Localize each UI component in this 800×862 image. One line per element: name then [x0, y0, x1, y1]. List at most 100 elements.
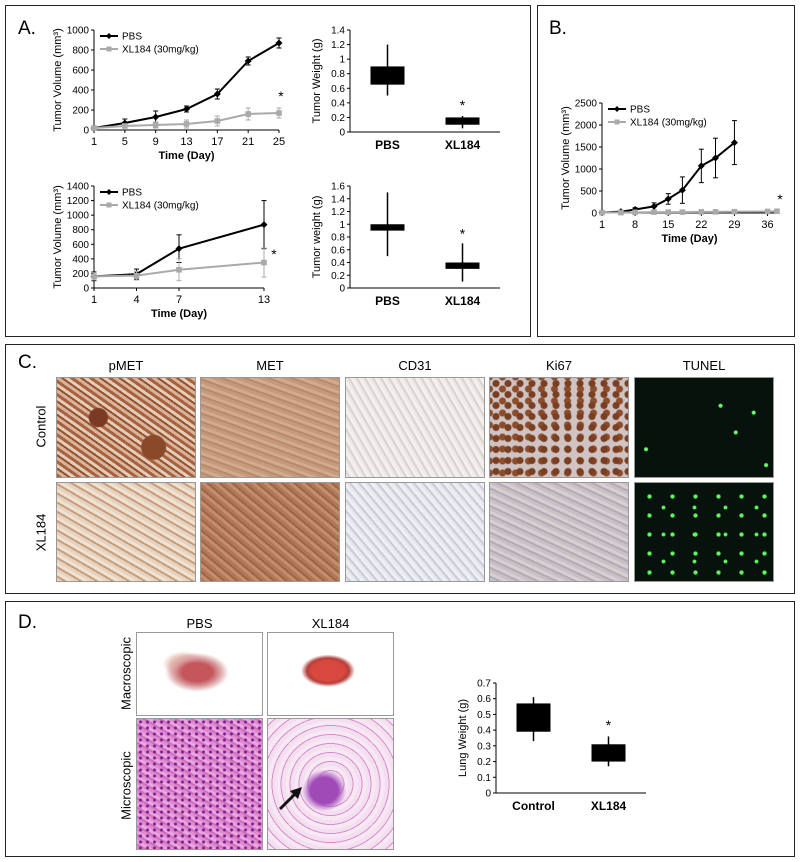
y-tick-label: 0.8: [331, 233, 345, 244]
data-point: [91, 273, 97, 280]
chart-a-tumor-weight-1: 0 0.2 0.4 0.6 0.8 1 1.2 1.4 Tumor Weight (g) PBS X…: [311, 26, 500, 152]
y-tick-label: 0: [339, 284, 345, 295]
x-tick-label: 1: [91, 136, 97, 148]
significance-asterisk: *: [278, 88, 284, 104]
data-point: [91, 125, 97, 131]
x-tick-label: 5: [122, 136, 128, 148]
col-header-met: MET: [256, 358, 284, 373]
data-point: [679, 209, 686, 215]
data-point: [632, 209, 638, 216]
data-point: [730, 139, 738, 147]
col-header-pmet: pMET: [108, 358, 144, 373]
legend-label: XL184 (30mg/kg): [630, 118, 707, 129]
y-tick-label: 800: [72, 46, 89, 57]
y-axis-label: Lung Weight (g): [457, 699, 469, 777]
y-tick-label: 1.6: [331, 182, 345, 193]
micrograph-met-control: [200, 377, 340, 478]
y-tick-label: 1.4: [331, 26, 345, 37]
box-pbs: [370, 224, 405, 231]
category-label: PBS: [375, 294, 400, 308]
y-tick-label: 2500: [575, 99, 598, 110]
x-tick-label: 8: [632, 219, 638, 231]
y-tick-label: 0.4: [477, 726, 491, 737]
data-point: [664, 195, 672, 203]
legend-label: PBS: [630, 105, 650, 116]
col-header-xl184: XL184: [311, 616, 350, 631]
micrograph-tunel-xl184: [634, 482, 774, 582]
row-label-macroscopic: Macroscopic: [118, 637, 134, 710]
y-axis-label: Tumor Weight (g): [311, 39, 323, 124]
panel-label-c: C.: [18, 352, 37, 373]
data-point: [152, 122, 159, 128]
micrograph-pmet-xl184: [56, 482, 196, 582]
y-tick-label: 0.2: [331, 113, 345, 124]
y-tick-label: 0.2: [331, 271, 345, 282]
data-point: [244, 57, 252, 65]
data-point: [618, 209, 624, 216]
chart-a-tumor-volume-2: 0 200 400 600 800 1000 1200 1400 1 4 7 13 Time (Day)…: [52, 182, 277, 321]
chart-a-tumor-weight-2: 0 0.2 0.4 0.60.8 1 1.2 1.41.6 Tumor weight (g) P…: [311, 182, 500, 308]
row-label-microscopic: Microscopic: [118, 751, 134, 820]
category-label: XL184: [591, 799, 627, 813]
x-tick-label: 13: [258, 294, 270, 306]
lung-macro-pbs: [136, 632, 263, 716]
x-axis-label: Time (Day): [661, 233, 717, 245]
y-tick-label: 200: [72, 106, 89, 117]
y-tick-label: 0.6: [331, 245, 345, 256]
data-point: [261, 259, 267, 266]
micrograph-ki67-control: [489, 377, 629, 478]
significance-asterisk: *: [460, 225, 466, 241]
category-label: XL184: [445, 138, 481, 152]
data-point: [697, 162, 705, 170]
data-point: [183, 121, 190, 127]
category-label: Control: [512, 799, 555, 813]
data-point: [275, 39, 283, 47]
y-axis-label: Tumor Volume (mm³): [52, 185, 64, 289]
data-point: [712, 209, 719, 215]
box-control: [516, 703, 551, 732]
data-point: [731, 208, 738, 215]
lung-micro-pbs: [136, 718, 263, 850]
panel-label-b: B.: [549, 18, 567, 39]
y-tick-label: 500: [580, 187, 597, 198]
data-point: [678, 186, 686, 194]
x-tick-label: 25: [273, 136, 285, 148]
y-tick-label: 0.6: [477, 694, 491, 705]
y-tick-label: 0.8: [331, 69, 345, 80]
data-point: [764, 208, 771, 215]
y-tick-label: 0.5: [477, 710, 491, 721]
series-line-xl184: [93, 261, 265, 278]
significance-asterisk: *: [460, 97, 466, 113]
x-tick-label: 29: [728, 219, 740, 231]
x-tick-label: 15: [662, 219, 674, 231]
micrograph-cd31-xl184: [345, 482, 485, 582]
data-point: [599, 209, 605, 216]
lung-macro-xl184: [267, 632, 394, 716]
box-pbs: [370, 66, 405, 85]
data-point: [176, 266, 182, 273]
y-tick-label: 600: [72, 66, 89, 77]
y-tick-label: 0: [83, 126, 89, 137]
box-xl184: [445, 262, 480, 269]
x-tick-label: 1: [91, 294, 97, 306]
data-point: [276, 110, 282, 116]
data-point: [650, 202, 658, 210]
micrograph-met-xl184: [200, 482, 340, 582]
y-tick-label: 0: [591, 209, 597, 220]
y-tick-label: 0.1: [477, 773, 491, 784]
y-tick-label: 0.3: [477, 741, 491, 752]
y-axis-label: Tumor weight (g): [311, 196, 323, 279]
x-tick-label: 21: [242, 136, 254, 148]
legend-label: PBS: [122, 32, 142, 43]
x-axis-label: Time (Day): [151, 308, 207, 320]
significance-asterisk: *: [606, 717, 612, 733]
y-tick-label: 1400: [67, 182, 90, 193]
y-tick-label: 1.2: [331, 207, 345, 218]
y-tick-label: 0.4: [331, 258, 345, 269]
y-axis-label: Tumor Volume (mm³): [52, 28, 64, 132]
box-xl184: [591, 744, 626, 762]
x-tick-label: 7: [176, 294, 182, 306]
series-line-pbs: [93, 42, 280, 129]
data-point: [712, 154, 720, 162]
data-point: [183, 105, 190, 113]
